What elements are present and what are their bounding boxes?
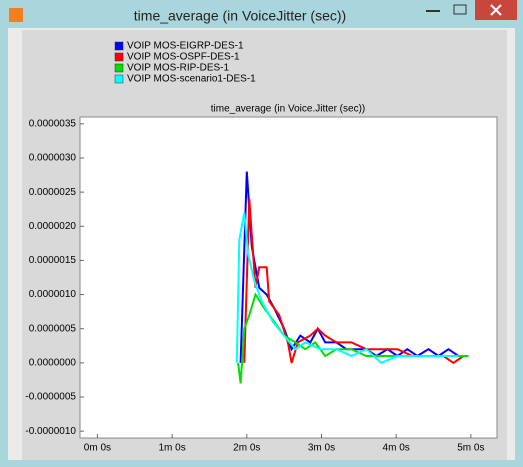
y-tick-label: 0.0000000 (29, 358, 77, 369)
maximize-button[interactable] (453, 4, 467, 15)
x-tick-label: 5m 0s (457, 443, 484, 454)
legend-swatch (114, 63, 124, 73)
series-line (235, 212, 459, 365)
app-icon (9, 8, 23, 22)
y-tick-label: 0.0000010 (29, 289, 77, 300)
window-title: time_average (in VoiceJitter (sec)) (134, 8, 346, 24)
legend-label: VOIP MOS-RIP-DES-1 (127, 63, 229, 74)
close-icon (490, 4, 502, 16)
y-tick-label: 0.0000030 (29, 153, 77, 164)
y-tick-label: 0.0000015 (29, 255, 77, 266)
x-tick-label: 2m 0s (233, 443, 260, 454)
legend-label: VOIP MOS-scenario1-DES-1 (127, 74, 256, 85)
y-tick-label: 0.0000005 (29, 323, 77, 334)
x-tick-label: 3m 0s (308, 443, 335, 454)
legend-label: VOIP MOS-EIGRP-DES-1 (127, 41, 244, 52)
chart-title: time_average (in Voice.Jitter (sec)) (211, 104, 366, 115)
y-tick-label: 0.0000025 (29, 187, 77, 198)
legend-swatch (114, 41, 124, 51)
legend-swatch (114, 74, 124, 84)
minimize-button[interactable] (426, 10, 440, 12)
x-tick-label: 4m 0s (383, 443, 410, 454)
y-tick-label: 0.0000035 (29, 118, 77, 129)
legend-label: VOIP MOS-OSPF-DES-1 (127, 52, 240, 63)
x-tick-label: 1m 0s (158, 443, 185, 454)
y-tick-label: -0.0000005 (25, 392, 76, 403)
y-tick-label: -0.0000010 (25, 426, 76, 437)
legend-swatch (114, 52, 124, 62)
plot-area (79, 116, 498, 439)
y-tick-label: 0.0000020 (29, 221, 77, 232)
x-tick-label: 0m 0s (84, 443, 111, 454)
